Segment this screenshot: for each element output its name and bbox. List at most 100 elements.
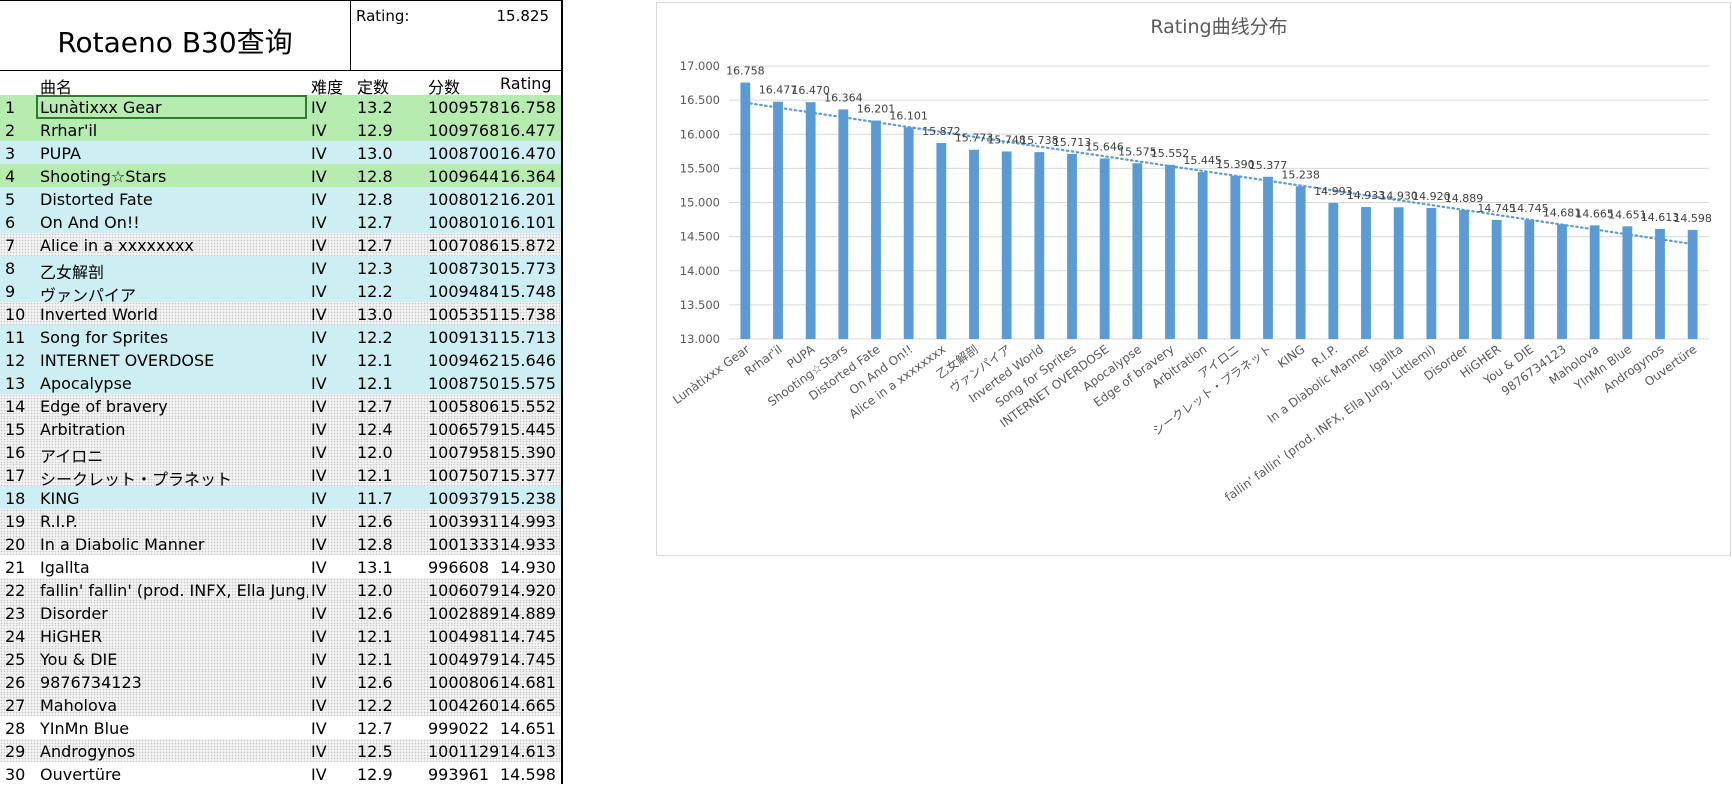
cell-constant[interactable]: 12.2 [357, 282, 393, 301]
cell-name[interactable]: Edge of bravery [40, 397, 168, 416]
cell-name[interactable]: 乙女解剖 [40, 263, 105, 282]
cell-no[interactable]: 11 [5, 328, 26, 347]
cell-name[interactable]: 9876734123 [40, 673, 142, 692]
cell-no[interactable]: 5 [5, 190, 16, 209]
cell-no[interactable]: 19 [5, 512, 26, 531]
cell-score[interactable]: 1001129 [428, 742, 498, 761]
cell-score[interactable]: 1008010 [428, 213, 498, 232]
cell-constant[interactable]: 12.1 [357, 466, 393, 485]
cell-no[interactable]: 3 [5, 144, 16, 163]
cell-score[interactable]: 1009379 [428, 489, 498, 508]
cell-no[interactable]: 17 [5, 466, 26, 485]
cell-rating[interactable]: 14.665 [500, 696, 556, 715]
cell-rating[interactable]: 16.470 [500, 144, 556, 163]
cell-rating[interactable]: 16.101 [500, 213, 556, 232]
cell-score[interactable]: 1003931 [428, 512, 498, 531]
cell-difficulty[interactable]: IV [311, 627, 327, 646]
cell-difficulty[interactable]: IV [311, 466, 327, 485]
cell-name[interactable]: Lunàtixxx Gear [40, 98, 162, 117]
cell-no[interactable]: 28 [5, 719, 26, 738]
cell-rating[interactable]: 14.613 [500, 742, 556, 761]
cell-constant[interactable]: 12.9 [357, 121, 393, 140]
cell-name[interactable]: ヴァンパイア [40, 286, 137, 305]
cell-constant[interactable]: 12.2 [357, 328, 393, 347]
cell-no[interactable]: 4 [5, 167, 16, 186]
chart-panel[interactable]: Rating曲线分布 13.000 13.500 14.000 14.500 15.000… [656, 2, 1731, 556]
cell-constant[interactable]: 12.1 [357, 650, 393, 669]
cell-score[interactable]: 1002889 [428, 604, 498, 623]
cell-score[interactable]: 1006579 [428, 420, 498, 439]
header-difficulty[interactable]: 难度 [311, 78, 344, 97]
cell-score[interactable]: 1005351 [428, 305, 498, 324]
cell-constant[interactable]: 12.9 [357, 765, 393, 784]
cell-difficulty[interactable]: IV [311, 696, 327, 715]
cell-score[interactable]: 1004260 [428, 696, 498, 715]
cell-score[interactable]: 1004979 [428, 650, 498, 669]
cell-constant[interactable]: 13.0 [357, 305, 393, 324]
cell-constant[interactable]: 11.7 [357, 489, 393, 508]
cell-difficulty[interactable]: IV [311, 719, 327, 738]
cell-difficulty[interactable]: IV [311, 351, 327, 370]
cell-rating[interactable]: 14.930 [500, 558, 556, 577]
cell-no[interactable]: 6 [5, 213, 16, 232]
cell-rating[interactable]: 16.477 [500, 121, 556, 140]
cell-no[interactable]: 20 [5, 535, 26, 554]
cell-constant[interactable]: 12.1 [357, 351, 393, 370]
cell-no[interactable]: 7 [5, 236, 16, 255]
header-constant[interactable]: 定数 [357, 78, 390, 97]
cell-score[interactable]: 1008700 [428, 144, 498, 163]
cell-constant[interactable]: 13.1 [357, 558, 393, 577]
cell-name[interactable]: fallin' fallin' (prod. INFX, Ella Jung, … [40, 581, 308, 600]
cell-difficulty[interactable]: IV [311, 167, 327, 186]
cell-score[interactable]: 1009768 [428, 121, 498, 140]
cell-rating[interactable]: 14.745 [500, 650, 556, 669]
cell-score[interactable]: 1007507 [428, 466, 498, 485]
cell-difficulty[interactable]: IV [311, 765, 327, 784]
cell-no[interactable]: 30 [5, 765, 26, 784]
cell-rating[interactable]: 14.598 [500, 765, 556, 784]
cell-no[interactable]: 27 [5, 696, 26, 715]
cell-constant[interactable]: 12.6 [357, 604, 393, 623]
cell-score[interactable]: 1008012 [428, 190, 498, 209]
cell-name[interactable]: HiGHER [40, 627, 103, 646]
cell-name[interactable]: On And On!! [40, 213, 140, 232]
cell-score[interactable]: 1009578 [428, 98, 498, 117]
cell-no[interactable]: 25 [5, 650, 26, 669]
cell-score[interactable]: 1008730 [428, 259, 498, 278]
cell-score[interactable]: 1007086 [428, 236, 498, 255]
cell-difficulty[interactable]: IV [311, 98, 327, 117]
cell-difficulty[interactable]: IV [311, 581, 327, 600]
cell-name[interactable]: Inverted World [40, 305, 158, 324]
cell-constant[interactable]: 13.2 [357, 98, 393, 117]
cell-difficulty[interactable]: IV [311, 535, 327, 554]
cell-difficulty[interactable]: IV [311, 121, 327, 140]
header-name[interactable]: 曲名 [40, 78, 73, 97]
cell-no[interactable]: 29 [5, 742, 26, 761]
cell-no[interactable]: 22 [5, 581, 26, 600]
cell-constant[interactable]: 12.6 [357, 512, 393, 531]
cell-rating[interactable]: 14.920 [500, 581, 556, 600]
cell-constant[interactable]: 12.0 [357, 443, 393, 462]
cell-constant[interactable]: 12.0 [357, 581, 393, 600]
cell-difficulty[interactable]: IV [311, 259, 327, 278]
cell-no[interactable]: 16 [5, 443, 26, 462]
title-cell[interactable]: Rotaeno B30查询 [0, 0, 351, 71]
cell-rating[interactable]: 14.745 [500, 627, 556, 646]
cell-name[interactable]: PUPA [40, 144, 81, 163]
cell-difficulty[interactable]: IV [311, 236, 327, 255]
cell-constant[interactable]: 12.1 [357, 374, 393, 393]
cell-difficulty[interactable]: IV [311, 489, 327, 508]
cell-difficulty[interactable]: IV [311, 282, 327, 301]
cell-name[interactable]: Maholova [40, 696, 118, 715]
cell-difficulty[interactable]: IV [311, 604, 327, 623]
cell-no[interactable]: 9 [5, 282, 16, 301]
cell-rating[interactable]: 15.738 [500, 305, 556, 324]
cell-rating[interactable]: 14.651 [500, 719, 556, 738]
cell-score[interactable]: 1000806 [428, 673, 498, 692]
cell-no[interactable]: 21 [5, 558, 26, 577]
cell-constant[interactable]: 12.6 [357, 673, 393, 692]
cell-constant[interactable]: 12.1 [357, 627, 393, 646]
cell-name[interactable]: Shooting☆Stars [40, 167, 167, 186]
cell-score[interactable]: 1005806 [428, 397, 498, 416]
cell-score[interactable]: 1009484 [428, 282, 498, 301]
